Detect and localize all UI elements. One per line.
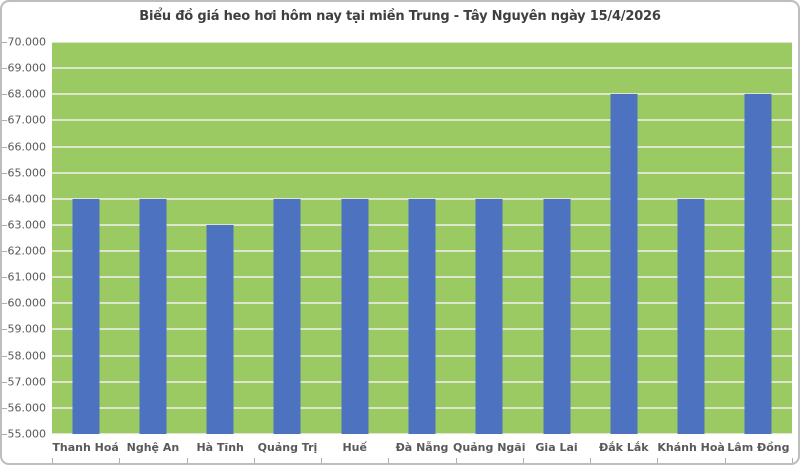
x-category-label: Nghệ An [126,441,180,454]
gridline [52,171,792,174]
x-tick-mark [724,458,726,463]
y-axis-ticks [2,42,7,435]
y-tick-mark [2,172,7,174]
x-axis: Thanh Hoá Nghệ An Hà Tĩnh Quảng Trị Huế Đà Nẵ… [52,437,792,459]
x-category-label: Đắk Lắk [599,441,649,454]
x-tick-mark [455,458,457,463]
y-tick-mark [2,381,7,383]
y-tick-label: 70.000 [7,35,47,49]
y-tick-mark [2,224,7,226]
y-tick-mark [2,355,7,357]
x-axis-ticks [52,458,793,463]
y-tick-label: 58.000 [7,349,47,363]
bar [610,94,638,434]
gridline [52,93,792,96]
x-category-label: Đà Nẵng [395,441,449,454]
gridline [52,119,792,122]
x-tick-mark [186,458,188,463]
x-tick-mark [119,458,121,463]
x-tick-mark [792,458,793,463]
y-tick-label: 56.000 [7,401,47,415]
x-category-label: Quảng Ngãi [453,441,526,454]
gridline [52,67,792,70]
y-tick-label: 66.000 [7,140,47,154]
y-axis: 70.000 69.000 68.000 67.000 66.000 65.000 64.0… [2,36,47,441]
bar [408,198,436,434]
gridline [52,197,792,200]
y-tick-label: 67.000 [7,113,47,127]
x-tick-mark [321,458,323,463]
x-tick-mark [522,458,524,463]
x-category-label: Gia Lai [535,441,578,454]
y-tick-label: 62.000 [7,244,47,258]
chart-title: Biểu đồ giá heo hơi hôm nay tại miền Tru… [139,9,661,24]
bar [341,198,369,434]
plot-area [52,42,792,434]
y-tick-label: 59.000 [7,322,47,336]
bar [206,224,234,434]
y-tick-label: 63.000 [7,218,47,232]
y-tick-label: 65.000 [7,166,47,180]
gridline [52,145,792,148]
x-category-label: Quảng Trị [257,441,318,454]
x-tick-mark [657,458,659,463]
y-tick-mark [2,68,7,70]
y-tick-mark [2,120,7,122]
y-tick-mark [2,198,7,200]
x-category-label: Huế [342,441,367,454]
bar [475,198,503,434]
y-tick-label: 55.000 [7,427,47,441]
bar [273,198,301,434]
y-tick-label: 57.000 [7,375,47,389]
y-tick-mark [2,407,7,409]
y-tick-mark [2,94,7,96]
y-tick-label: 64.000 [7,192,47,206]
x-category-label: Khánh Hoà [657,441,725,454]
x-tick-mark [590,458,592,463]
y-tick-label: 60.000 [7,296,47,310]
y-tick-mark [2,303,7,305]
bar [744,94,772,434]
bar [677,198,705,434]
x-tick-mark [253,458,255,463]
y-tick-mark [2,146,7,148]
x-category-label: Thanh Hoá [52,441,119,454]
y-tick-label: 69.000 [7,61,47,75]
y-tick-mark [2,434,7,435]
x-category-label: Lâm Đồng [727,441,790,454]
y-tick-mark [2,329,7,331]
x-tick-mark [52,458,53,463]
y-tick-mark [2,277,7,279]
y-tick-mark [2,251,7,253]
bar [543,198,571,434]
bar [72,198,100,434]
y-tick-label: 61.000 [7,270,47,284]
y-tick-mark [2,42,7,43]
x-tick-mark [388,458,390,463]
bar [139,198,167,434]
gridline [52,42,792,43]
x-category-label: Hà Tĩnh [196,441,244,454]
y-tick-label: 68.000 [7,87,47,101]
